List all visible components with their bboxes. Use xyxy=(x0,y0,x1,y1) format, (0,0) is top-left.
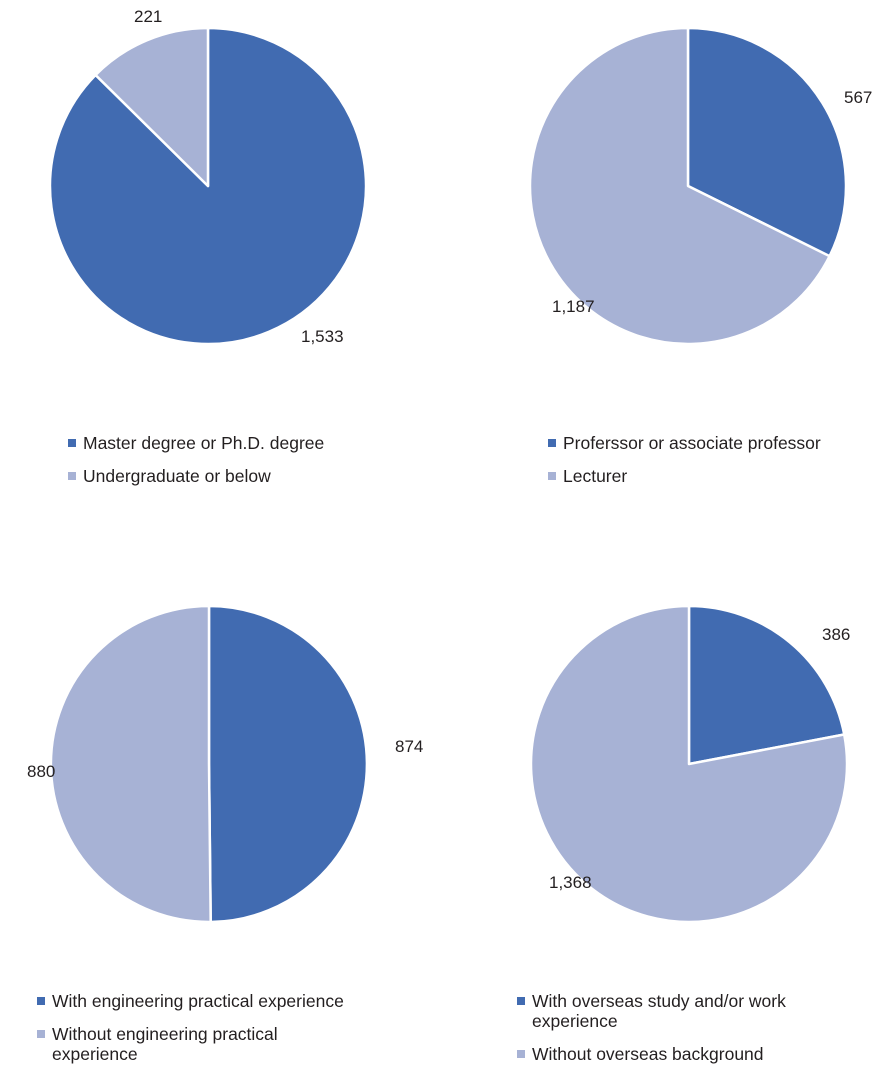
pie-overseas: 386 1,368 xyxy=(529,604,850,924)
pie-engineering: 874 880 xyxy=(27,604,423,924)
slice-value-label: 1,533 xyxy=(301,327,344,346)
slice-value-label: 1,187 xyxy=(552,297,595,316)
legend-swatch-primary xyxy=(548,439,556,447)
slice-value-label: 874 xyxy=(395,737,423,756)
legend-swatch-secondary xyxy=(548,472,556,480)
pie-slice-secondary xyxy=(528,26,831,346)
legend-label: Lecturer xyxy=(563,466,628,486)
legend-item: Undergraduate or below xyxy=(68,466,448,486)
pie-title: 567 1,187 xyxy=(528,26,872,346)
legend-item: Without overseas background xyxy=(517,1044,847,1064)
pie-slice-secondary xyxy=(94,26,210,188)
slice-value-label: 386 xyxy=(822,625,850,644)
legend-label: Without overseas background xyxy=(532,1044,764,1064)
legend-overseas: With overseas study and/or work experien… xyxy=(517,991,847,1064)
legend-label: With engineering practical experience xyxy=(52,991,344,1011)
pie-slice-secondary xyxy=(49,604,212,924)
legend-item: Without engineering practical experience xyxy=(37,1024,367,1064)
legend-swatch-primary xyxy=(37,997,45,1005)
legend-item: Master degree or Ph.D. degree xyxy=(68,433,448,453)
pie-slice-primary xyxy=(686,26,848,258)
legend-label: With overseas study and/or work experien… xyxy=(532,991,786,1031)
legend-education: Master degree or Ph.D. degree Undergradu… xyxy=(68,433,448,486)
legend-item: Lecturer xyxy=(548,466,873,486)
slice-value-label: 1,368 xyxy=(549,873,592,892)
slice-value-label: 567 xyxy=(844,88,872,107)
pie-slice-primary xyxy=(207,604,369,924)
slice-value-label: 880 xyxy=(27,762,55,781)
legend-item: With overseas study and/or work experien… xyxy=(517,991,847,1031)
legend-swatch-primary xyxy=(68,439,76,447)
legend-label: Master degree or Ph.D. degree xyxy=(83,433,325,453)
legend-swatch-secondary xyxy=(517,1050,525,1058)
legend-label: Proferssor or associate professor xyxy=(563,433,821,453)
pie-slice-secondary xyxy=(529,604,849,924)
pie-slice-primary xyxy=(687,604,846,766)
legend-swatch-primary xyxy=(517,997,525,1005)
slice-value-label: 221 xyxy=(134,7,162,26)
pie-slice-primary xyxy=(48,26,368,346)
legend-label: Undergraduate or below xyxy=(83,466,271,486)
legend-label: Without engineering practical experience xyxy=(52,1024,278,1064)
legend-swatch-secondary xyxy=(68,472,76,480)
pie-education: 1,533 221 xyxy=(48,7,368,346)
legend-item: With engineering practical experience xyxy=(37,991,367,1011)
legend-item: Proferssor or associate professor xyxy=(548,433,873,453)
legend-swatch-secondary xyxy=(37,1030,45,1038)
legend-engineering: With engineering practical experience Wi… xyxy=(37,991,367,1064)
legend-title: Proferssor or associate professor Lectur… xyxy=(548,433,873,486)
